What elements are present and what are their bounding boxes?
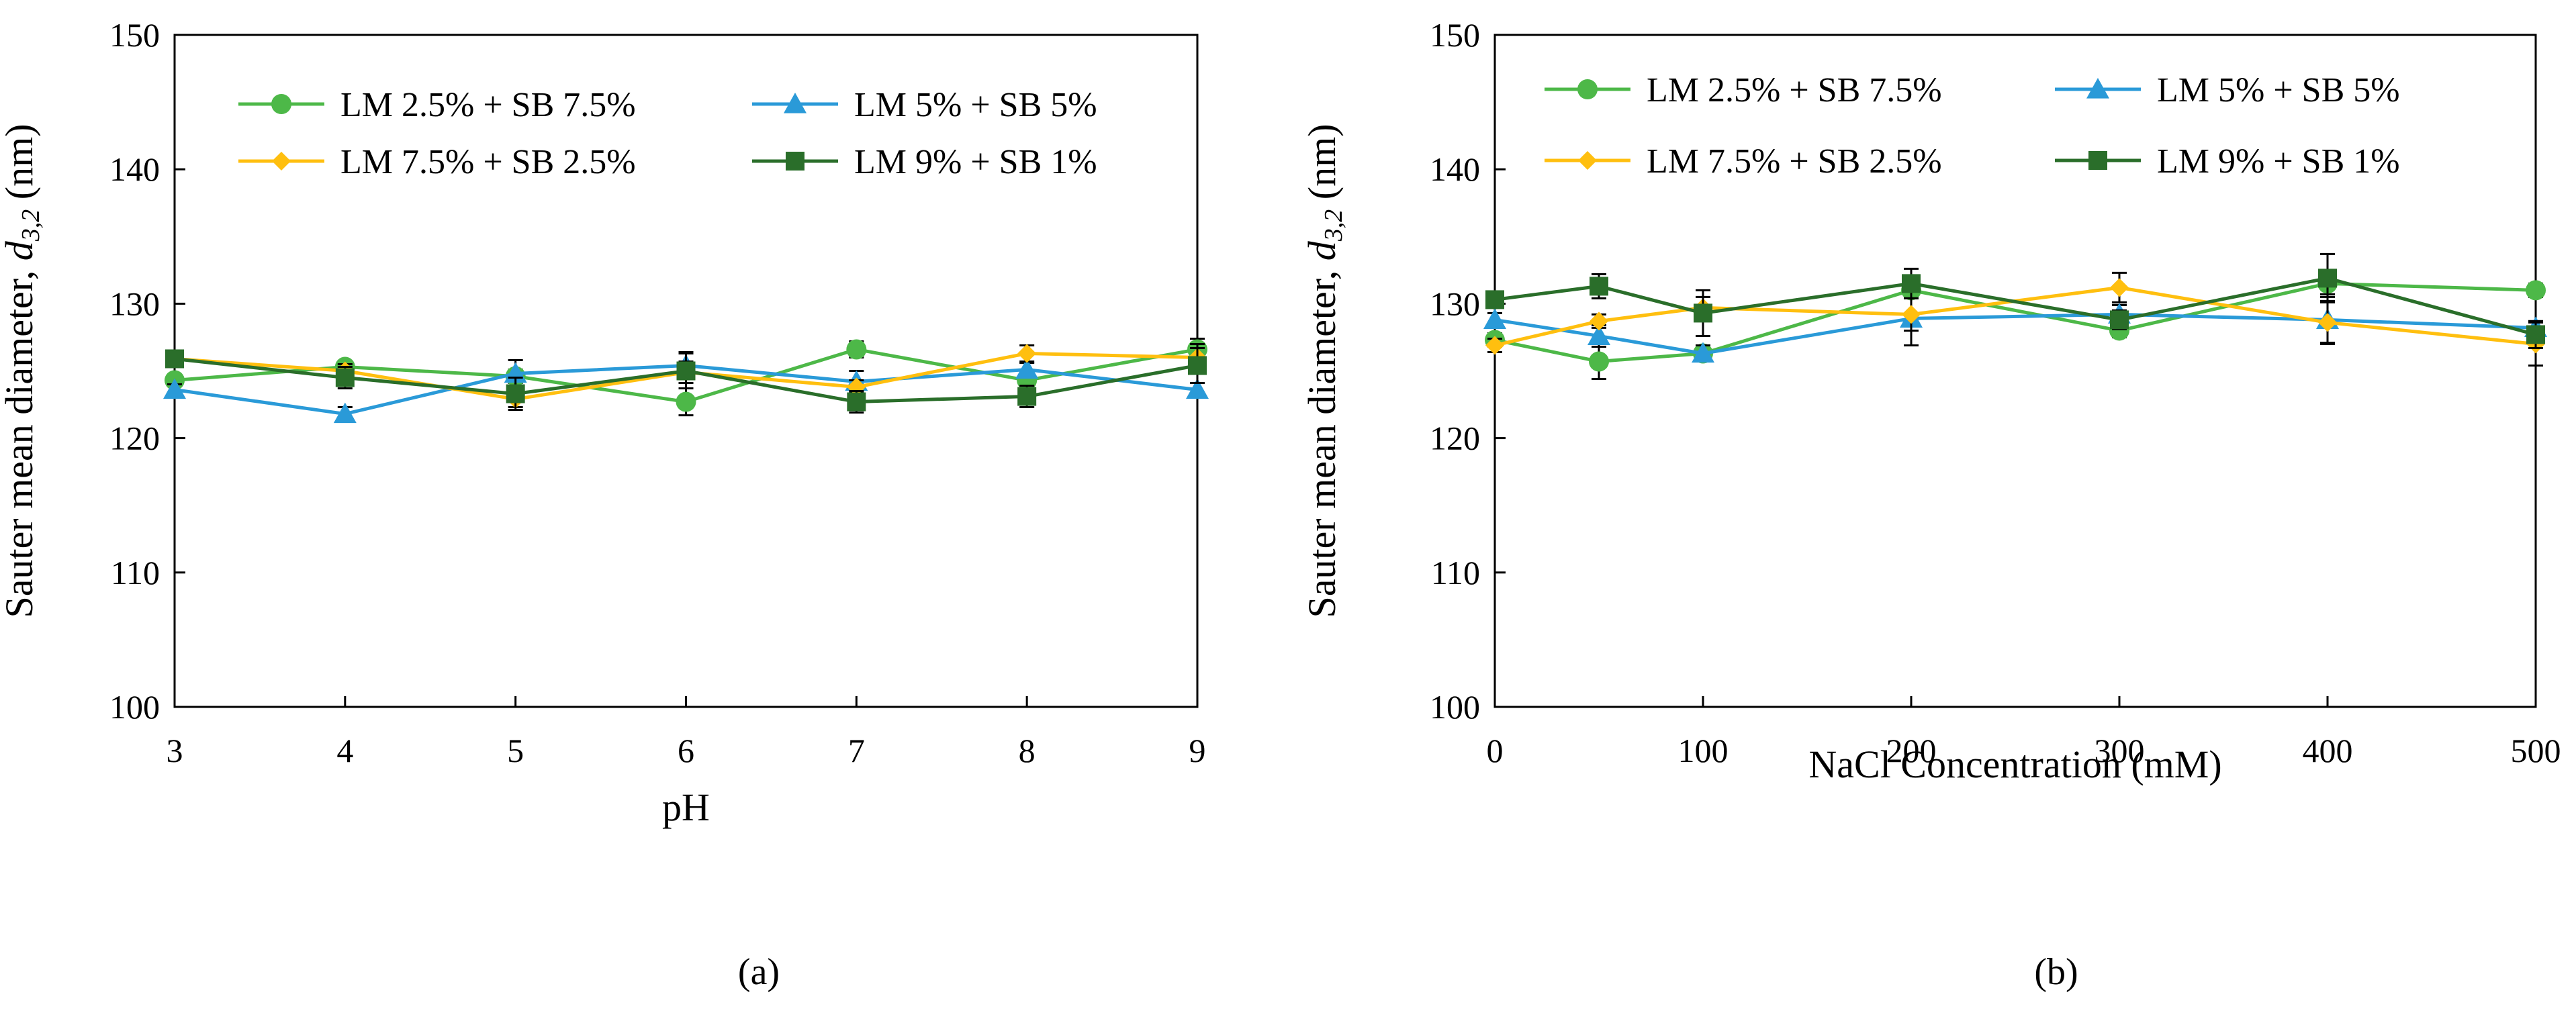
x-axis-title-a: pH: [662, 785, 710, 829]
data-point-a-4-7: [1188, 356, 1207, 375]
legend-marker: [1577, 79, 1598, 99]
data-point-a-4-6: [1017, 387, 1037, 406]
data-point-b-3-6: [2318, 313, 2337, 332]
legend-marker: [2088, 151, 2107, 170]
data-point-a-2-2: [333, 402, 357, 424]
legend-a: LM 2.5% + SB 7.5% LM 5% + SB 5% LM 7.5% + …: [238, 86, 1097, 181]
legend-item-b-2: LM 5% + SB 5%: [2055, 71, 2400, 109]
data-point-b-4-2: [1590, 277, 1608, 296]
series-b-4: [1485, 252, 2545, 349]
y-axis-title-b: Sauter mean diameter, d3,2 (nm): [1300, 124, 1348, 618]
data-point-b-4-3: [1694, 303, 1712, 323]
data-point-b-3-2: [1590, 311, 1608, 331]
y-tick-label-a-100: 100: [109, 688, 160, 726]
legend-label: LM 7.5% + SB 2.5%: [340, 143, 636, 181]
legend-label: LM 7.5% + SB 2.5%: [1647, 142, 1942, 181]
series-b-1: [1485, 271, 2546, 381]
data-point-a-4-1: [165, 349, 184, 369]
legend-item-b-4: LM 9% + SB 1%: [2055, 142, 2400, 181]
data-point-a-4-5: [847, 392, 866, 412]
data-point-b-2-3: [1692, 342, 1714, 363]
data-point-b-1-7: [2526, 280, 2546, 301]
data-point-b-4-6: [2318, 269, 2337, 288]
y-tick-label-b-120: 120: [1430, 420, 1480, 457]
data-point-b-3-4: [1902, 305, 1921, 324]
y-tick-label-a-120: 120: [109, 420, 160, 457]
x-tick-label-a-9: 9: [1189, 732, 1206, 769]
legend-label: LM 9% + SB 1%: [2157, 142, 2400, 181]
x-tick-label-b-300: 300: [2095, 732, 2145, 769]
data-point-b-1-2: [1589, 351, 1609, 372]
data-point-b-2-1: [1483, 308, 1506, 330]
legend-item-a-4: LM 9% + SB 1%: [752, 143, 1097, 181]
data-point-b-3-5: [2110, 278, 2129, 297]
series-line-b-2: [1494, 312, 2536, 355]
y-axis-title-a: Sauter mean diameter, d3,2 (nm): [0, 124, 45, 618]
y-tick-label-a-140: 140: [109, 150, 160, 188]
legend-marker: [271, 94, 291, 114]
data-point-a-4-2: [335, 368, 355, 387]
legend-item-a-1: LM 2.5% + SB 7.5%: [238, 86, 636, 124]
x-tick-label-b-200: 200: [1886, 732, 1937, 769]
data-point-b-4-7: [2526, 325, 2545, 344]
y-tick-label-b-150: 150: [1430, 16, 1480, 54]
data-point-b-3-1: [1485, 336, 1504, 355]
data-point-a-1-4: [676, 391, 696, 412]
x-tick-label-a-6: 6: [678, 732, 694, 769]
legend-marker: [272, 152, 291, 171]
legend-label: LM 5% + SB 5%: [854, 86, 1097, 124]
legend-item-b-3: LM 7.5% + SB 2.5%: [1545, 142, 1942, 181]
data-point-b-2-2: [1588, 324, 1610, 346]
legend-item-a-2: LM 5% + SB 5%: [752, 86, 1097, 124]
x-tick-label-b-500: 500: [2511, 732, 2561, 769]
data-point-a-1-5: [846, 339, 867, 360]
x-tick-label-a-4: 4: [336, 732, 353, 769]
legend-b: LM 2.5% + SB 7.5% LM 5% + SB 5% LM 7.5% + …: [1545, 71, 2400, 181]
legend-label: LM 2.5% + SB 7.5%: [1647, 71, 1942, 109]
y-tick-label-b-140: 140: [1430, 150, 1480, 188]
legend-label: LM 5% + SB 5%: [2157, 71, 2400, 109]
x-axis-title-b: NaCl Concentration (mM): [1808, 742, 2221, 786]
x-tick-label-b-400: 400: [2303, 732, 2353, 769]
data-point-a-3-6: [1017, 344, 1037, 363]
y-tick-label-b-130: 130: [1430, 285, 1480, 322]
legend-item-b-1: LM 2.5% + SB 7.5%: [1545, 71, 1942, 109]
y-tick-label-a-130: 130: [109, 285, 160, 322]
data-point-a-4-4: [676, 361, 696, 381]
x-tick-label-a-5: 5: [507, 732, 524, 769]
plot-area-b: [1493, 34, 2537, 708]
x-tick-label-a-3: 3: [167, 732, 183, 769]
data-point-b-4-4: [1902, 274, 1921, 293]
legend-marker: [784, 93, 807, 113]
legend-marker: [1578, 151, 1597, 170]
data-point-a-2-7: [1186, 378, 1209, 399]
legend-label: LM 2.5% + SB 7.5%: [340, 86, 636, 124]
y-tick-label-b-100: 100: [1430, 688, 1480, 726]
y-tick-label-b-110: 110: [1431, 554, 1480, 591]
data-point-b-4-1: [1485, 290, 1504, 309]
panel-label-b: (b): [2034, 951, 2078, 993]
panel-label-a: (a): [738, 951, 780, 993]
legend-label: LM 9% + SB 1%: [854, 143, 1097, 181]
legend-item-a-3: LM 7.5% + SB 2.5%: [238, 143, 636, 181]
x-tick-label-a-7: 7: [848, 732, 865, 769]
x-tick-label-b-0: 0: [1487, 732, 1504, 769]
y-tick-label-a-110: 110: [111, 554, 160, 591]
data-point-a-4-3: [506, 384, 525, 403]
series-a-4: [165, 346, 1207, 414]
data-point-a-2-6: [1015, 358, 1039, 379]
legend-marker: [2086, 78, 2109, 99]
legend-marker: [786, 152, 804, 171]
y-tick-label-a-150: 150: [109, 16, 160, 54]
data-point-b-4-5: [2110, 310, 2129, 330]
x-tick-label-b-100: 100: [1678, 732, 1729, 769]
chart-panel-a: 100 110 120 130 140 150 3 4 5 6 7 8 9 pH Sauter mean d…: [0, 16, 1209, 829]
x-tick-label-a-8: 8: [1019, 732, 1036, 769]
data-point-a-2-1: [163, 378, 186, 399]
